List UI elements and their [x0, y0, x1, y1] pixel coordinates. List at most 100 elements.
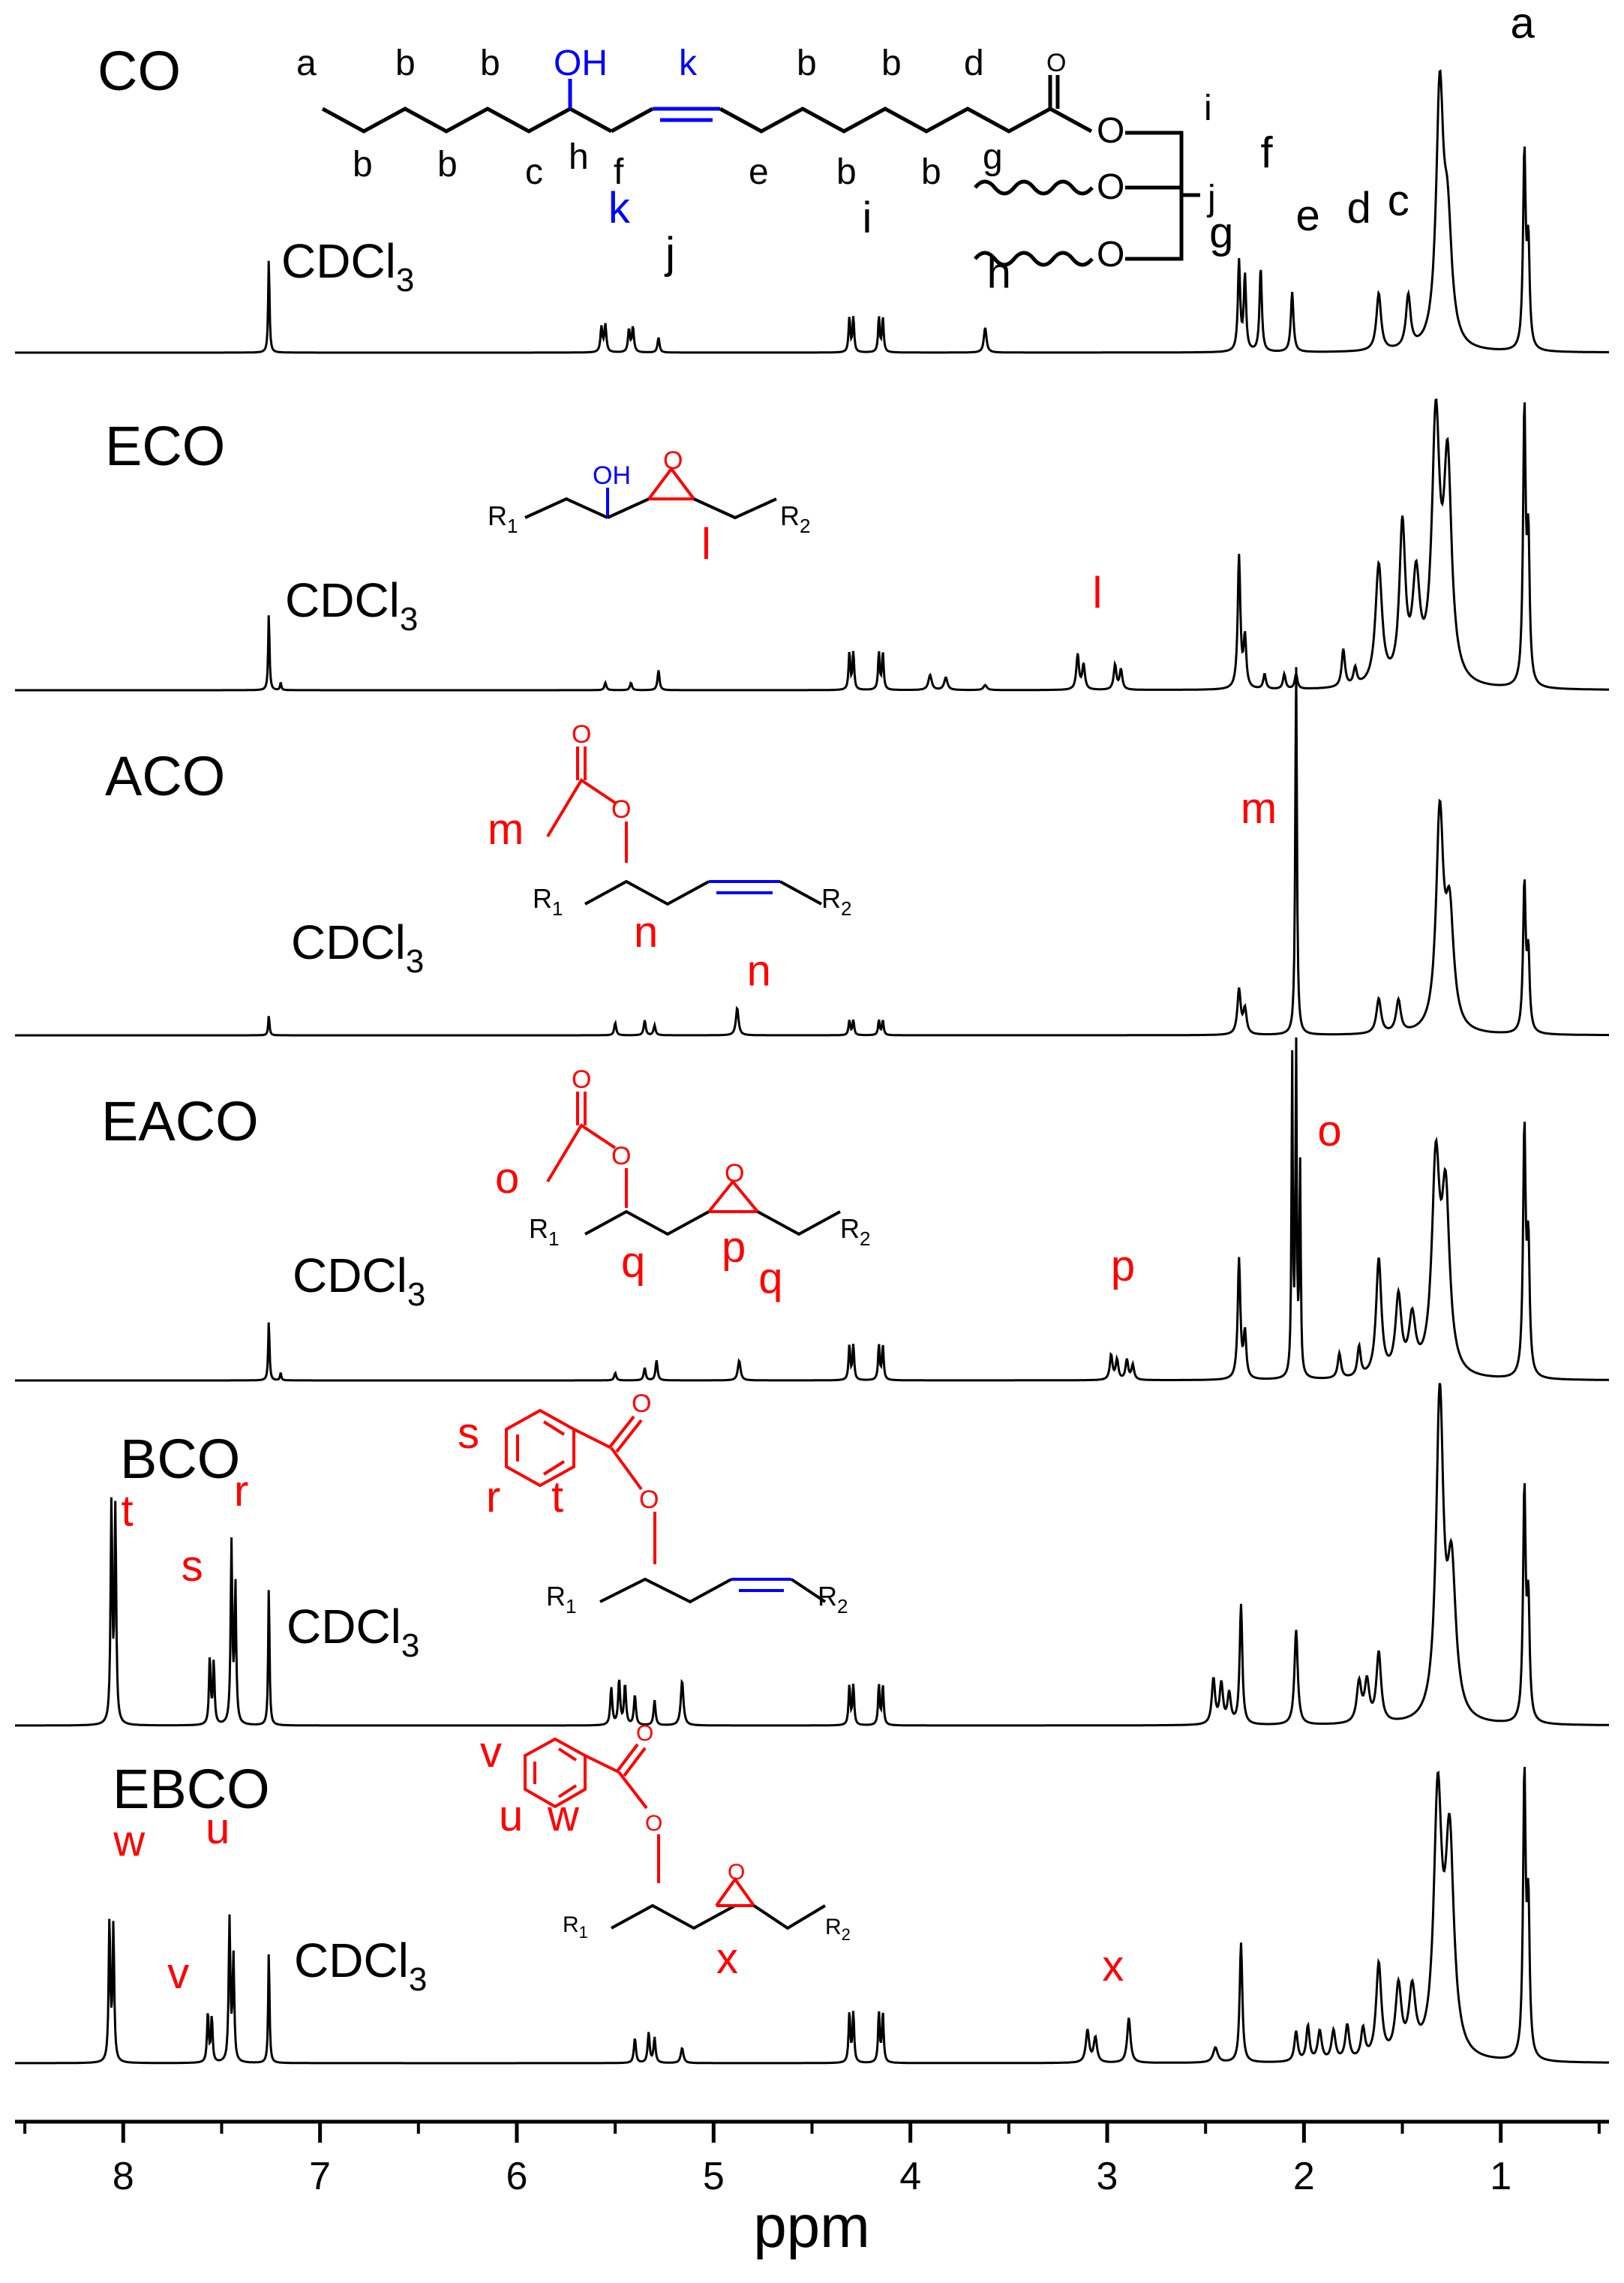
solvent-label-ebco: CDCl3 — [294, 1933, 427, 1998]
eaco-ester-o: O — [611, 1142, 631, 1170]
bco-structure-label-s: s — [458, 1409, 479, 1458]
co-chain-label-b-top2: b — [480, 44, 500, 83]
x-tick-label-3: 3 — [1097, 2155, 1118, 2198]
eco-r1: R1 — [488, 500, 518, 537]
eaco-carbonyl-o: O — [572, 1065, 591, 1094]
co-chain-label-d: d — [964, 44, 984, 83]
structure-co: OH O O O O a b b d b b k b b c h f e b b… — [296, 44, 1216, 275]
x-tick-label-6: 6 — [506, 2155, 528, 2198]
eco-oh-label: OH — [593, 461, 631, 490]
co-carbonyl-o: O — [1046, 49, 1066, 77]
peak-label-ebco-v: v — [167, 1949, 189, 1998]
eaco-r2: R2 — [840, 1213, 870, 1250]
x-tick-label-7: 7 — [309, 2155, 331, 2198]
ebco-structure-label-w: w — [547, 1792, 580, 1840]
ebco-structure-label-v: v — [480, 1728, 502, 1777]
eaco-structure-label-p: p — [722, 1223, 746, 1272]
eaco-epoxide-o: O — [725, 1159, 744, 1188]
peak-label-co-i: i — [863, 194, 872, 242]
aco-ester-o: O — [611, 795, 631, 824]
panel-label-eco: ECO — [105, 415, 225, 477]
co-chain-label-c: c — [525, 152, 543, 192]
panel-label-co: CO — [98, 40, 181, 102]
co-ester-o2: O — [1097, 167, 1124, 207]
ebco-carbonyl-o: O — [636, 1721, 653, 1746]
x-tick-label-4: 4 — [899, 2155, 921, 2198]
panel-label-ebco: EBCO — [113, 1758, 270, 1820]
eco-epoxide-o: O — [663, 446, 683, 475]
peak-label-co-f: f — [1260, 129, 1273, 178]
peak-label-eaco-p: p — [1111, 1242, 1135, 1290]
panel-label-bco: BCO — [120, 1428, 240, 1490]
co-chain-label-b-bot1: b — [353, 145, 373, 185]
spectrum-line-bco — [15, 1383, 1609, 1726]
structure-aco: O O m R1 R2 n — [488, 720, 851, 957]
co-chain-label-h: h — [569, 137, 589, 177]
panel-label-eaco: EACO — [101, 1090, 259, 1152]
co-chain-label-e: e — [749, 152, 769, 192]
peak-label-co-e: e — [1295, 191, 1319, 240]
eaco-structure-label-q: q — [621, 1238, 645, 1287]
co-chain-label-b-mid1: b — [797, 44, 817, 83]
bco-r1: R1 — [546, 1581, 576, 1618]
peak-label-eaco-q: q — [758, 1254, 782, 1303]
structure-ebco: O O v u w R1 O R2 x — [480, 1721, 851, 1983]
bco-carbonyl-o: O — [632, 1389, 651, 1418]
spectrum-line-eaco — [15, 1038, 1609, 1380]
co-chain-label-f: f — [614, 152, 624, 192]
x-tick-label-5: 5 — [703, 2155, 725, 2198]
eaco-r1: R1 — [529, 1213, 559, 1250]
aco-r2: R2 — [821, 883, 851, 920]
bco-structure-label-t: t — [551, 1473, 563, 1521]
solvent-label-co: CDCl3 — [281, 234, 414, 299]
peak-label-co-c: c — [1388, 176, 1409, 225]
co-double-bond-label-k: k — [679, 44, 698, 83]
aco-structure-label-n: n — [634, 908, 658, 957]
peak-label-co-d: d — [1347, 184, 1371, 233]
solvent-label-eaco: CDCl3 — [293, 1248, 425, 1313]
co-chain-label-b-mid2: b — [881, 44, 902, 83]
co-ester-o1: O — [1097, 111, 1124, 151]
co-ester-label-j: j — [1206, 179, 1216, 218]
co-chain-label-b-bot2: b — [437, 145, 458, 185]
bco-structure-label-r: r — [486, 1473, 500, 1521]
co-chain-label-b-bot3: b — [836, 152, 857, 192]
peak-label-ebco-w: w — [113, 1817, 146, 1866]
ebco-r2: R2 — [825, 1915, 851, 1944]
peak-label-aco-m: m — [1241, 784, 1277, 833]
co-chain-label-a: a — [296, 44, 317, 83]
spectrum-line-eco — [15, 400, 1609, 690]
peak-label-co-a: a — [1510, 0, 1535, 47]
aco-structure-label-m: m — [488, 805, 524, 854]
co-oh-label: OH — [554, 44, 608, 83]
x-tick-label-8: 8 — [113, 2155, 134, 2198]
aco-r1: R1 — [533, 883, 563, 920]
co-chain-label-b-top1: b — [395, 44, 416, 83]
solvent-label-eco: CDCl3 — [285, 573, 418, 638]
x-axis-title: ppm — [753, 2193, 870, 2260]
eco-structure-label-l: l — [701, 520, 711, 569]
ebco-ester-o: O — [645, 1811, 662, 1836]
structure-eaco: O O o R1 O R2 q p — [495, 1065, 870, 1287]
bco-ester-o: O — [639, 1485, 659, 1514]
peak-label-aco-n: n — [747, 946, 771, 995]
panel-label-aco: ACO — [105, 745, 225, 807]
co-chain-label-g: g — [983, 137, 1003, 177]
peak-label-eaco-o: o — [1317, 1107, 1341, 1155]
aco-carbonyl-o: O — [572, 720, 591, 749]
peak-label-bco-t: t — [121, 1487, 133, 1536]
solvent-label-bco: CDCl3 — [287, 1600, 419, 1664]
ebco-structure-label-x: x — [716, 1934, 738, 1983]
eco-r2: R2 — [780, 500, 810, 537]
solvent-label-aco: CDCl3 — [291, 915, 424, 980]
peak-label-co-j: j — [664, 229, 675, 278]
ebco-structure-label-u: u — [499, 1792, 523, 1840]
x-tick-label-1: 1 — [1490, 2155, 1511, 2198]
peak-label-ebco-x: x — [1102, 1942, 1124, 1990]
co-ester-label-i: i — [1204, 89, 1212, 128]
spectrum-line-aco — [15, 667, 1609, 1035]
x-tick-label-2: 2 — [1293, 2155, 1315, 2198]
bco-r2: R2 — [818, 1581, 848, 1618]
